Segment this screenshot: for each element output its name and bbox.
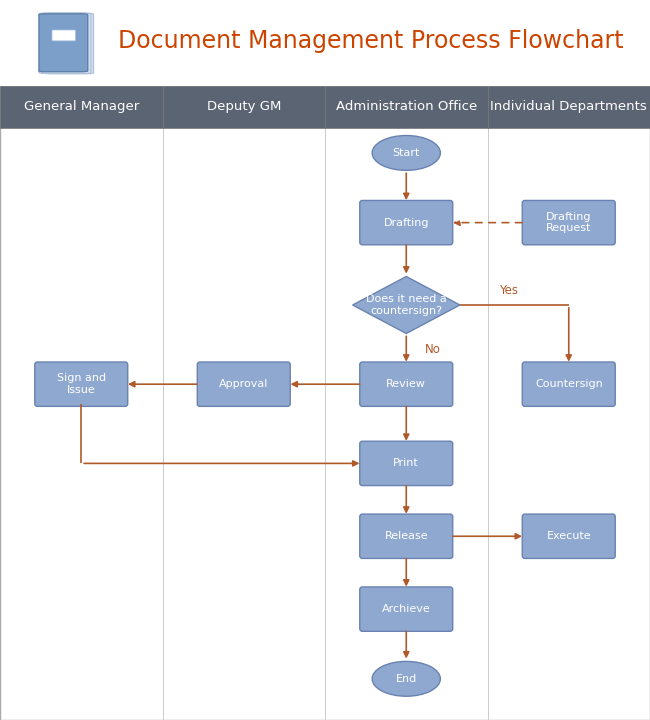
Text: Approval: Approval: [219, 379, 268, 390]
FancyBboxPatch shape: [360, 514, 452, 559]
Text: General Manager: General Manager: [23, 101, 139, 114]
FancyBboxPatch shape: [42, 13, 91, 73]
FancyBboxPatch shape: [523, 200, 615, 245]
FancyBboxPatch shape: [39, 13, 88, 73]
Text: Archieve: Archieve: [382, 604, 430, 614]
Text: Deputy GM: Deputy GM: [207, 101, 281, 114]
FancyBboxPatch shape: [488, 86, 650, 127]
FancyBboxPatch shape: [0, 86, 162, 127]
Text: Drafting: Drafting: [384, 217, 429, 228]
FancyBboxPatch shape: [52, 30, 75, 41]
FancyBboxPatch shape: [360, 587, 452, 631]
Text: Sign and
Issue: Sign and Issue: [57, 374, 106, 395]
Text: Administration Office: Administration Office: [335, 101, 477, 114]
Text: Print: Print: [393, 459, 419, 469]
Text: Document Management Process Flowchart: Document Management Process Flowchart: [118, 30, 623, 53]
FancyBboxPatch shape: [360, 200, 452, 245]
FancyBboxPatch shape: [360, 362, 452, 406]
Ellipse shape: [372, 135, 441, 171]
FancyBboxPatch shape: [162, 86, 325, 127]
Polygon shape: [352, 276, 460, 333]
Text: End: End: [396, 674, 417, 684]
Text: Countersign: Countersign: [535, 379, 603, 390]
Text: Execute: Execute: [547, 531, 591, 541]
Text: Individual Departments: Individual Departments: [490, 101, 647, 114]
Text: Release: Release: [384, 531, 428, 541]
FancyBboxPatch shape: [198, 362, 290, 406]
Text: Does it need a
countersign?: Does it need a countersign?: [366, 294, 447, 316]
Ellipse shape: [372, 662, 441, 696]
Text: Review: Review: [386, 379, 426, 390]
Text: No: No: [424, 343, 440, 356]
Text: Drafting
Request: Drafting Request: [546, 212, 592, 233]
Text: Yes: Yes: [499, 284, 518, 297]
FancyBboxPatch shape: [360, 441, 452, 485]
FancyBboxPatch shape: [39, 14, 88, 72]
FancyBboxPatch shape: [523, 362, 615, 406]
FancyBboxPatch shape: [325, 86, 488, 127]
Text: Start: Start: [393, 148, 420, 158]
FancyBboxPatch shape: [523, 514, 615, 559]
FancyBboxPatch shape: [45, 13, 94, 73]
FancyBboxPatch shape: [34, 362, 127, 406]
